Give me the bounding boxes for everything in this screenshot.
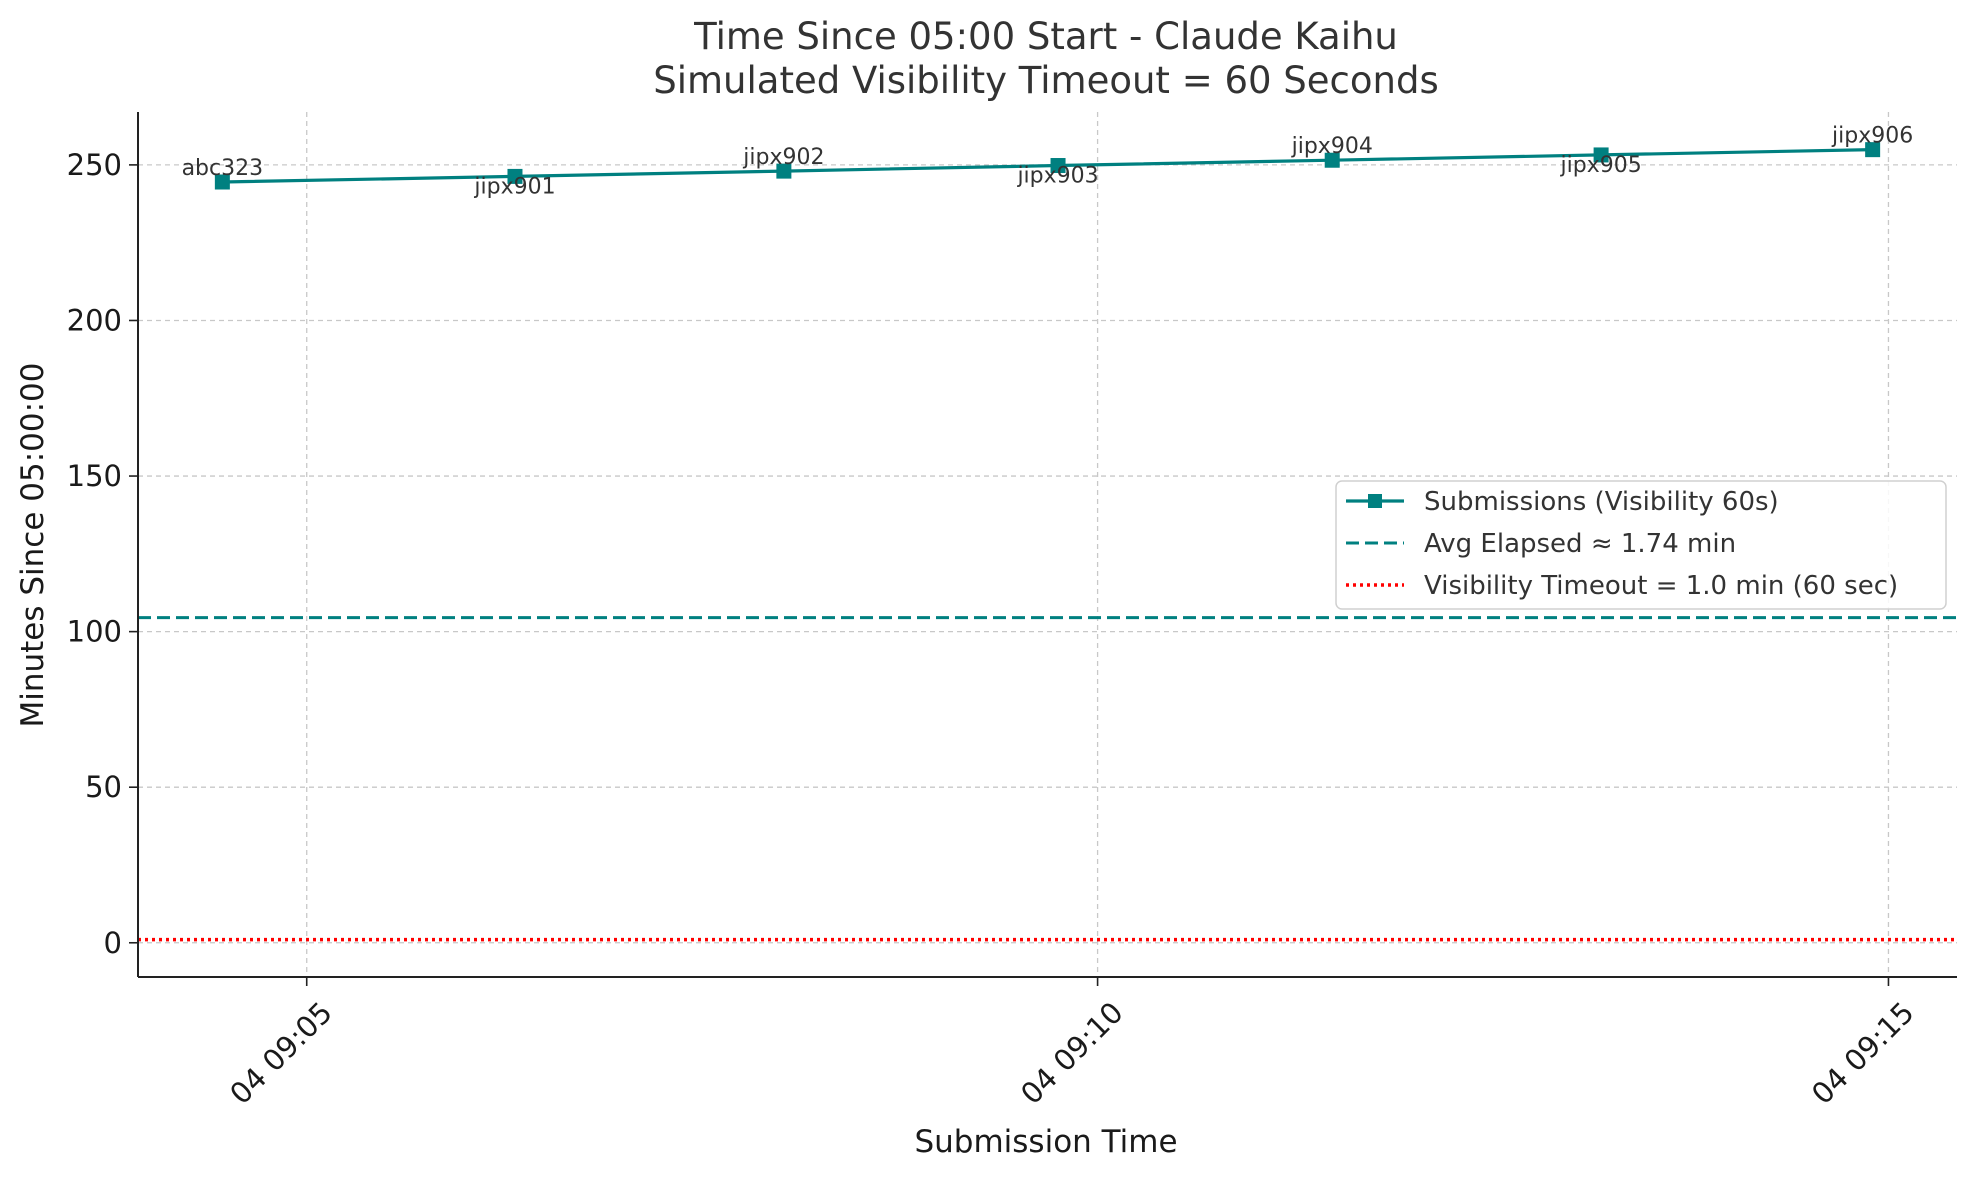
y-axis-label: Minutes Since 05:00:00 — [15, 362, 51, 727]
x-tick-label: 04 09:05 — [223, 995, 339, 1111]
legend-item-submissions: Submissions (Visibility 60s) — [1346, 487, 1779, 517]
legend: Submissions (Visibility 60s) Avg Elapsed … — [1335, 480, 1947, 610]
ticks-layer: 0 50 100 150 200 250 04 09:05 04 09:10 04 09:15 — [67, 148, 1921, 1111]
x-tick-label: 04 09:15 — [1805, 995, 1921, 1111]
y-tick-label: 250 — [67, 148, 122, 182]
data-point-label: jipx903 — [1016, 164, 1098, 189]
data-point-label: jipx904 — [1291, 134, 1373, 159]
data-point-label: jipx901 — [473, 174, 555, 199]
reference-lines — [138, 616, 1957, 942]
data-point-marker — [507, 168, 523, 184]
data-point-label: jipx905 — [1560, 153, 1642, 178]
data-point-marker — [1324, 152, 1340, 168]
legend-item-visibility-timeout: Visibility Timeout = 1.0 min (60 sec) — [1346, 571, 1898, 601]
data-point-label: jipx902 — [742, 145, 824, 170]
data-point-marker — [1593, 147, 1609, 163]
chart-subtitle: Simulated Visibility Timeout = 60 Second… — [653, 59, 1439, 102]
data-point-label: jipx906 — [1831, 124, 1913, 149]
legend-swatch-marker — [1368, 494, 1382, 508]
y-tick-label: 50 — [85, 770, 122, 804]
data-point-marker — [1865, 142, 1881, 158]
axes-layer — [137, 112, 1957, 978]
series-layer: abc323 jipx901 jipx902 jipx903 jipx904 jipx90… — [182, 124, 1914, 200]
y-tick-label: 0 — [104, 926, 122, 960]
y-tick-label: 100 — [67, 615, 122, 649]
data-point-marker — [214, 174, 230, 190]
data-point-label: abc323 — [182, 156, 264, 181]
data-point-marker — [1050, 158, 1066, 174]
y-tick-label: 150 — [67, 459, 122, 493]
data-point-marker — [776, 163, 792, 179]
legend-label: Avg Elapsed ≈ 1.74 min — [1424, 529, 1736, 559]
chart-title: Time Since 05:00 Start - Claude Kaihu — [693, 15, 1398, 58]
grid-layer — [138, 112, 1957, 977]
y-tick-label: 200 — [67, 303, 122, 337]
legend-label: Visibility Timeout = 1.0 min (60 sec) — [1424, 571, 1898, 601]
x-tick-label: 04 09:10 — [1014, 995, 1130, 1111]
legend-box — [1335, 480, 1947, 610]
x-axis-label: Submission Time — [914, 1124, 1177, 1160]
legend-label: Submissions (Visibility 60s) — [1424, 487, 1779, 517]
legend-item-avg-elapsed: Avg Elapsed ≈ 1.74 min — [1346, 529, 1736, 559]
